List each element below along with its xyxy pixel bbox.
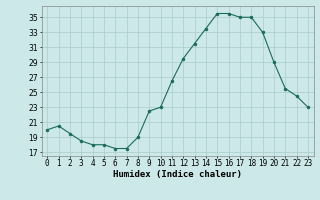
X-axis label: Humidex (Indice chaleur): Humidex (Indice chaleur) <box>113 170 242 179</box>
